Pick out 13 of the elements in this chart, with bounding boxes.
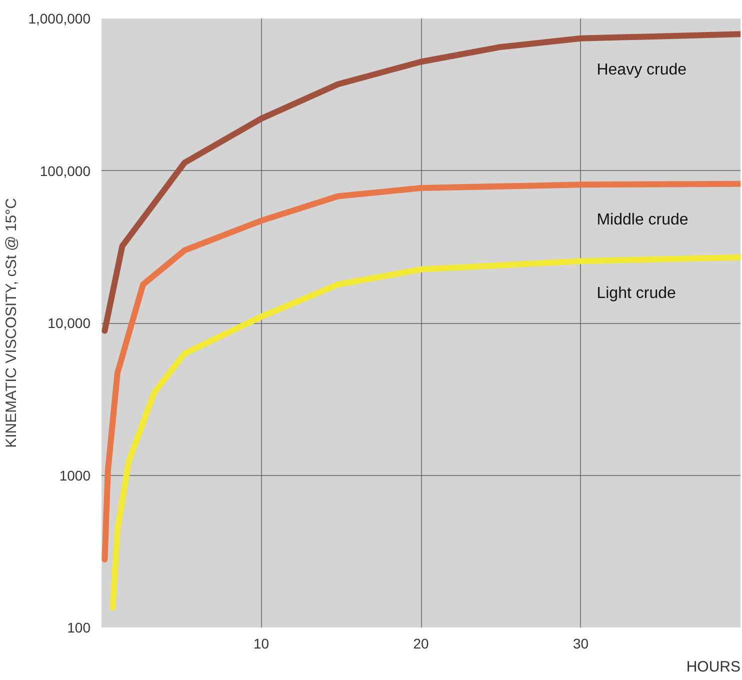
y-tick-label: 1,000,000	[28, 10, 91, 26]
x-tick-label: 30	[572, 636, 589, 652]
y-tick-label: 100	[67, 620, 91, 636]
x-tick-label: 20	[413, 636, 429, 652]
series-label: Heavy crude	[596, 62, 687, 79]
y-tick-label: 10,000	[48, 315, 91, 331]
x-axis-title: HOURS	[686, 658, 740, 676]
series-label: Middle crude	[596, 211, 688, 228]
y-axis-title: KINEMATIC VISCOSITY, cSt @ 15°C	[3, 198, 20, 448]
y-tick-label: 1000	[59, 467, 91, 484]
x-tick-label: 10	[253, 636, 270, 652]
series-label: Light crude	[596, 284, 676, 302]
y-tick-label: 100,000	[40, 162, 91, 179]
